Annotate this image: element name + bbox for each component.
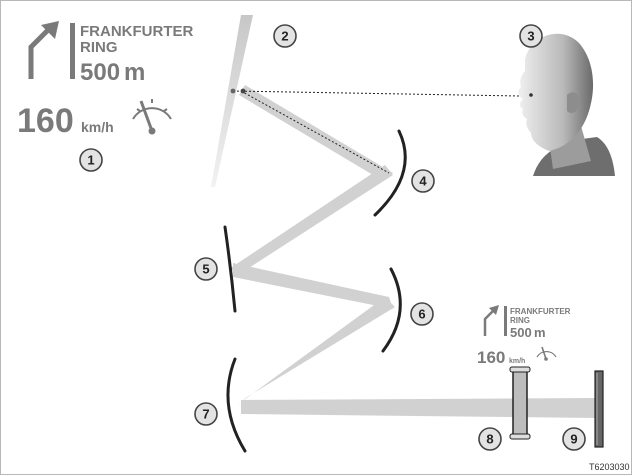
callout-2-text: 2 bbox=[281, 29, 288, 44]
distance-unit-small: m bbox=[534, 325, 546, 340]
distance-value-small: 500 bbox=[510, 325, 532, 340]
driver-face bbox=[518, 33, 594, 151]
callout-4-text: 4 bbox=[419, 174, 427, 189]
callout-labels: 1 2 3 4 5 6 7 8 9 bbox=[79, 24, 586, 451]
mirror-6 bbox=[381, 267, 402, 353]
callout-4: 4 bbox=[411, 169, 435, 193]
mirrors bbox=[223, 129, 407, 453]
figure-code: T6203030 bbox=[589, 462, 630, 472]
driver-eye bbox=[529, 93, 533, 97]
callout-3: 3 bbox=[519, 24, 543, 48]
windshield bbox=[211, 15, 253, 187]
callout-1-text: 1 bbox=[87, 153, 94, 168]
road-name-line2-small: RING bbox=[510, 316, 530, 325]
mirror-7 bbox=[226, 357, 247, 453]
hud-display-large: FRANKFURTER RING 500 m 160 km/h bbox=[17, 21, 193, 140]
light-beam-path bbox=[229, 85, 597, 418]
turn-right-arrow-icon bbox=[28, 21, 59, 79]
callout-9-text: 9 bbox=[570, 432, 577, 447]
callout-5-text: 5 bbox=[202, 262, 209, 277]
road-sign-bar bbox=[70, 23, 75, 79]
speedometer-gauge-icon bbox=[132, 99, 172, 135]
callout-3-text: 3 bbox=[527, 29, 534, 44]
callout-5: 5 bbox=[194, 257, 218, 281]
callout-7-text: 7 bbox=[202, 407, 209, 422]
beam-mirror6-to-mirror5 bbox=[233, 263, 393, 309]
lens-8 bbox=[512, 368, 528, 438]
driver-ear bbox=[567, 92, 580, 113]
speed-unit-small: km/h bbox=[509, 358, 525, 365]
road-name-line2: RING bbox=[80, 39, 118, 56]
road-sign-bar-small bbox=[504, 306, 507, 336]
road-name-line1-small: FRANKFURTER bbox=[510, 307, 571, 316]
display-components bbox=[509, 366, 604, 448]
speed-unit: km/h bbox=[81, 119, 114, 135]
lens-8-top-cap bbox=[509, 366, 531, 373]
sight-line-to-mirror4 bbox=[240, 90, 390, 174]
lens-8-bottom-cap bbox=[509, 433, 531, 440]
mirror-5 bbox=[223, 225, 237, 313]
beam-source-to-mirror7 bbox=[241, 398, 597, 418]
mirror-4 bbox=[373, 129, 407, 217]
distance-value: 500 bbox=[80, 59, 120, 86]
turn-right-arrow-small-icon bbox=[483, 305, 499, 336]
speed-value-small: 160 bbox=[477, 348, 505, 367]
reflection-point-2 bbox=[240, 88, 246, 94]
distance-unit: m bbox=[124, 59, 145, 86]
speed-value: 160 bbox=[17, 102, 74, 140]
beam-mirror5-to-mirror4 bbox=[229, 165, 393, 273]
callout-2: 2 bbox=[273, 24, 297, 48]
callout-6: 6 bbox=[410, 302, 434, 326]
callout-8-text: 8 bbox=[486, 432, 493, 447]
callout-7: 7 bbox=[194, 402, 218, 426]
callout-1: 1 bbox=[79, 148, 103, 172]
speedometer-gauge-small-icon bbox=[536, 346, 557, 361]
callout-8: 8 bbox=[478, 427, 502, 451]
sight-line-to-eye bbox=[232, 90, 520, 97]
reflection-point bbox=[230, 88, 236, 94]
display-panel-9 bbox=[594, 370, 604, 448]
beam-mirror7-to-mirror6 bbox=[237, 297, 395, 405]
driver-head-icon bbox=[518, 33, 615, 176]
hud-display-small: FRANKFURTER RING 500 m 160 km/h bbox=[477, 305, 571, 367]
callout-9: 9 bbox=[562, 427, 586, 451]
sight-lines bbox=[230, 88, 520, 174]
callout-6-text: 6 bbox=[418, 307, 425, 322]
road-name-line1: FRANKFURTER bbox=[80, 23, 193, 40]
